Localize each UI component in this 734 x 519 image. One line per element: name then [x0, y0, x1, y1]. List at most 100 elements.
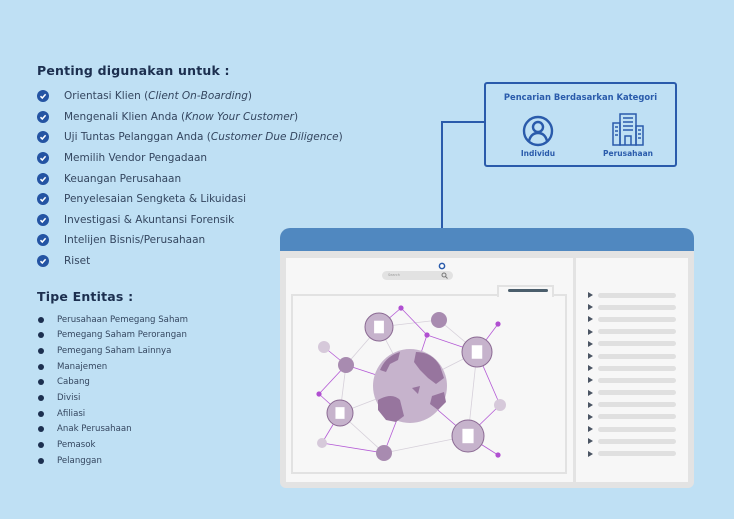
check-icon	[37, 234, 49, 247]
expand-arrow-icon[interactable]	[588, 304, 593, 311]
check-icon	[37, 213, 49, 226]
use-item: Intelijen Bisnis/Perusahaan	[37, 230, 343, 251]
expand-arrow-icon[interactable]	[588, 353, 593, 360]
result-placeholder	[598, 353, 676, 359]
expand-arrow-icon[interactable]	[588, 316, 593, 323]
result-row[interactable]	[588, 362, 676, 374]
result-placeholder	[598, 316, 676, 322]
result-row[interactable]	[588, 326, 676, 338]
use-item: Mengenali Klien Anda (Know Your Customer…	[37, 107, 343, 128]
check-icon	[37, 152, 49, 165]
use-item-text: Memilih Vendor Pengadaan	[64, 152, 208, 165]
bullet-icon	[38, 348, 44, 355]
expand-arrow-icon[interactable]	[588, 377, 593, 384]
globe-land	[378, 352, 446, 422]
connector-endpoint	[438, 262, 446, 270]
building-icon[interactable]	[611, 112, 645, 146]
expand-arrow-icon[interactable]	[588, 389, 593, 396]
building-icon	[462, 428, 474, 444]
frame-tab[interactable]	[497, 285, 554, 297]
expand-arrow-icon[interactable]	[588, 365, 593, 372]
bullet-icon	[38, 426, 44, 433]
bullet-icon	[38, 363, 44, 370]
use-item-text: Uji Tuntas Pelanggan Anda (Customer Due …	[64, 131, 343, 144]
entities-list: Perusahaan Pemegang Saham Pemegang Saham …	[38, 312, 188, 468]
bullet-icon	[38, 332, 44, 339]
bullet-icon	[38, 395, 44, 402]
result-placeholder	[598, 341, 676, 347]
link-dot	[495, 321, 501, 327]
entity-item: Pelanggan	[38, 453, 188, 469]
search-icon[interactable]	[441, 272, 448, 279]
use-item: Memilih Vendor Pengadaan	[37, 148, 343, 169]
person-icon[interactable]	[522, 115, 554, 147]
result-row[interactable]	[588, 313, 676, 325]
result-row[interactable]	[588, 289, 676, 301]
result-row[interactable]	[588, 435, 676, 447]
building-icon	[335, 407, 345, 419]
window-header	[280, 228, 694, 251]
link-dot	[495, 452, 501, 458]
person-node	[376, 445, 392, 461]
link-dot	[398, 305, 404, 311]
building-icon	[374, 320, 384, 334]
result-row[interactable]	[588, 350, 676, 362]
entity-item-text: Pemegang Saham Lainnya	[57, 346, 172, 357]
entity-item-text: Afiliasi	[57, 408, 86, 419]
result-row[interactable]	[588, 301, 676, 313]
expand-arrow-icon[interactable]	[588, 450, 593, 457]
use-item-text: Penyelesaian Sengketa & Likuidasi	[64, 193, 246, 206]
entity-item: Perusahaan Pemegang Saham	[38, 312, 188, 328]
tab-indicator	[508, 289, 548, 292]
entity-item: Manajemen	[38, 359, 188, 375]
link-dot	[316, 391, 322, 397]
building-icon	[471, 345, 483, 359]
company-label[interactable]: Perusahaan	[603, 149, 653, 158]
check-icon	[37, 193, 49, 206]
entity-item-text: Anak Perusahaan	[57, 424, 132, 435]
result-placeholder	[598, 304, 676, 310]
expand-arrow-icon[interactable]	[588, 340, 593, 347]
results-panel	[576, 258, 688, 482]
expand-arrow-icon[interactable]	[588, 426, 593, 433]
entity-item: Anak Perusahaan	[38, 421, 188, 437]
result-placeholder	[598, 451, 676, 457]
expand-arrow-icon[interactable]	[588, 292, 593, 299]
result-placeholder	[598, 390, 676, 396]
use-item-text: Mengenali Klien Anda (Know Your Customer…	[64, 110, 299, 123]
entity-item: Divisi	[38, 390, 188, 406]
entities-title: Tipe Entitas :	[37, 289, 134, 304]
entity-item-text: Divisi	[57, 393, 81, 404]
entity-item-text: Pemegang Saham Perorangan	[57, 330, 187, 341]
expand-arrow-icon[interactable]	[588, 401, 593, 408]
result-placeholder	[598, 438, 676, 444]
result-row[interactable]	[588, 338, 676, 350]
result-row[interactable]	[588, 423, 676, 435]
expand-arrow-icon[interactable]	[588, 328, 593, 335]
entity-item: Cabang	[38, 375, 188, 391]
result-row[interactable]	[588, 447, 676, 459]
result-row[interactable]	[588, 399, 676, 411]
expand-arrow-icon[interactable]	[588, 438, 593, 445]
result-placeholder	[598, 292, 676, 298]
person-node	[318, 341, 330, 353]
use-item-text: Orientasi Klien (Client On-Boarding)	[64, 90, 253, 103]
result-placeholder	[598, 426, 676, 432]
result-placeholder	[598, 329, 676, 335]
person-node	[431, 312, 447, 328]
uses-title: Penting digunakan untuk :	[37, 63, 230, 78]
person-node	[338, 357, 354, 373]
use-item: Investigasi & Akuntansi Forensik	[37, 210, 343, 231]
individual-label[interactable]: Individu	[520, 149, 556, 158]
graph-frame	[291, 294, 567, 474]
check-icon	[37, 110, 49, 123]
result-row[interactable]	[588, 387, 676, 399]
bullet-icon	[38, 379, 44, 386]
result-row[interactable]	[588, 411, 676, 423]
person-node	[317, 438, 327, 448]
expand-arrow-icon[interactable]	[588, 413, 593, 420]
result-row[interactable]	[588, 374, 676, 386]
link-dot	[424, 332, 430, 338]
search-input[interactable]: Search	[382, 271, 453, 280]
